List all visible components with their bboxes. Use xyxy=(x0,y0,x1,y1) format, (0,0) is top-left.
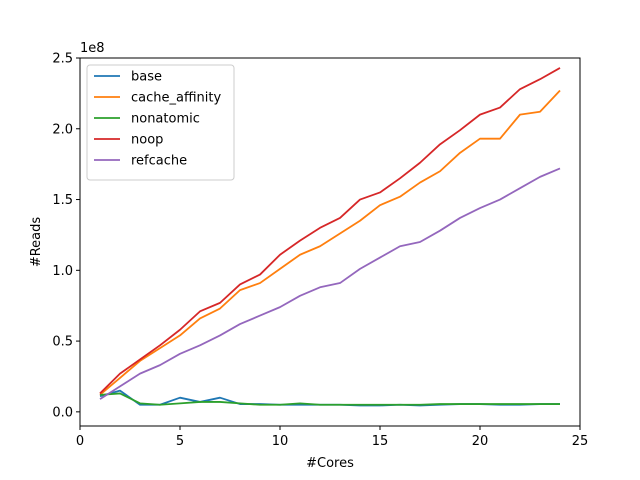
x-tick-label: 20 xyxy=(472,434,489,449)
y-tick-label: 1.5 xyxy=(52,193,73,208)
series-line-refcache xyxy=(99,167,561,400)
x-tick-label: 15 xyxy=(372,434,389,449)
plot-lines xyxy=(99,67,561,407)
y-tick-label: 0.0 xyxy=(52,405,73,420)
y-tick-label: 1.0 xyxy=(52,264,73,279)
y-tick-label: 2.5 xyxy=(52,52,73,67)
series-line-nonatomic xyxy=(99,392,560,406)
series-line-cache-affinity xyxy=(99,89,561,396)
y-axis-ticks: 0.0 0.5 1.0 1.5 2.0 2.5 xyxy=(52,52,80,420)
x-tick-label: 10 xyxy=(272,434,289,449)
x-tick-label: 0 xyxy=(76,434,84,449)
y-axis-offset-label: 1e8 xyxy=(80,41,105,56)
axes-frame xyxy=(79,57,581,427)
x-tick-label: 5 xyxy=(176,434,184,449)
y-tick-label: 2.0 xyxy=(52,122,73,137)
x-axis-label: #Cores xyxy=(306,456,354,471)
y-axis-label: #Reads xyxy=(29,217,44,268)
legend: base cache_affinity nonatomic noop refcache xyxy=(86,64,235,181)
legend-label: refcache xyxy=(131,154,187,169)
series-line-noop xyxy=(99,67,561,395)
x-tick-label: 25 xyxy=(572,434,589,449)
legend-box xyxy=(86,64,235,181)
legend-label: cache_affinity xyxy=(131,91,221,106)
legend-label: noop xyxy=(131,133,163,148)
y-tick-label: 0.5 xyxy=(52,335,73,350)
legend-label: nonatomic xyxy=(131,112,200,127)
x-axis-ticks: 0 5 10 15 20 25 xyxy=(76,426,588,449)
legend-label: base xyxy=(131,70,162,85)
